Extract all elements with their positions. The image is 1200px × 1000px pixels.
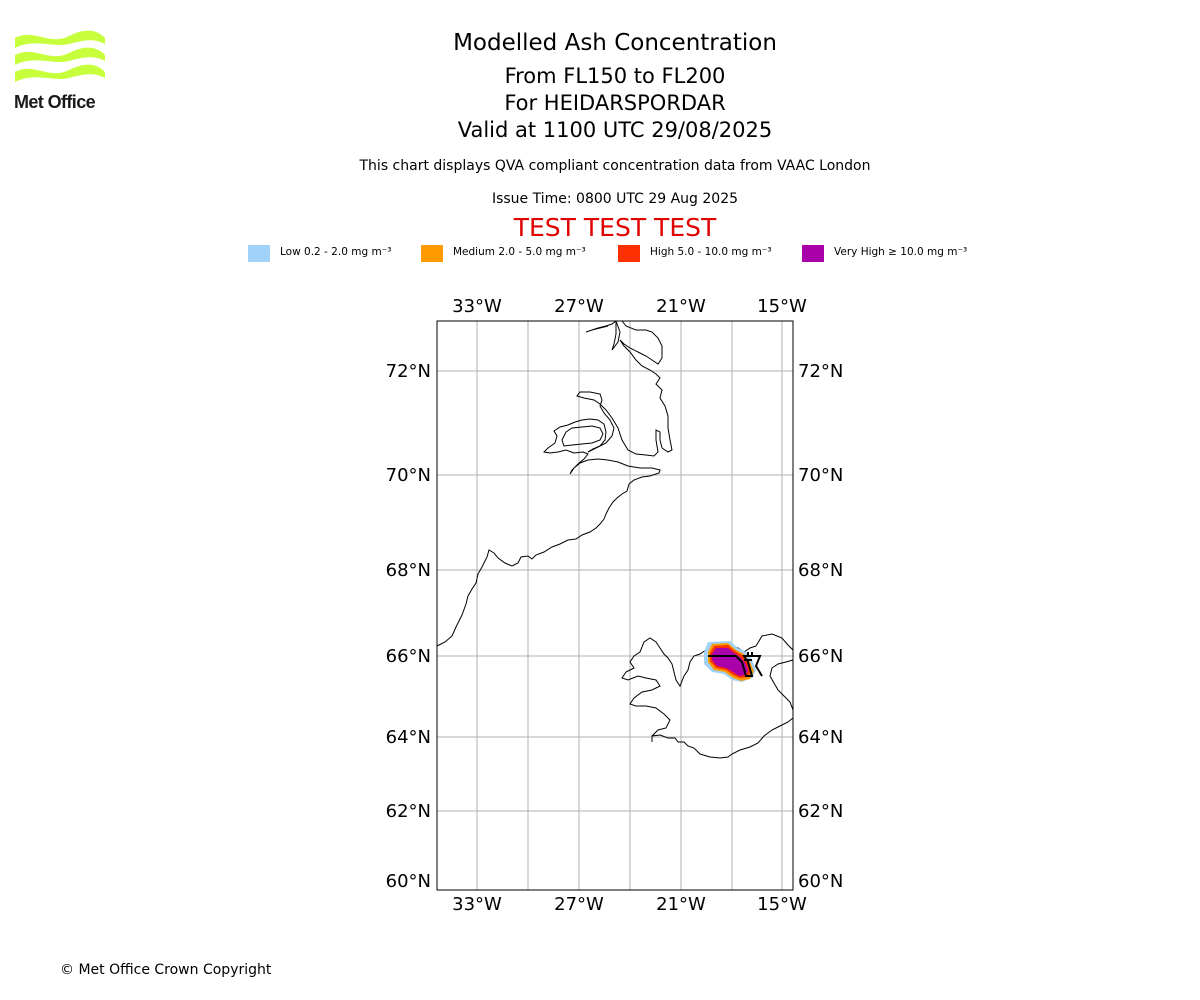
map-gridlines [437, 321, 793, 890]
greenland-fjord [561, 425, 604, 447]
greenland-inlet [611, 320, 621, 351]
lat-label-left-72n: 72°N [386, 361, 431, 382]
lon-label-top-27w: 27°W [554, 296, 604, 317]
legend-label-low: Low 0.2 - 2.0 mg m⁻³ [280, 246, 392, 258]
subtitle-valid-time: Valid at 1100 UTC 29/08/2025 [457, 118, 773, 142]
legend-label-medium: Medium 2.0 - 5.0 mg m⁻³ [453, 246, 586, 258]
lat-label-left-64n: 64°N [386, 727, 431, 748]
lon-label-bottom-33w: 33°W [452, 894, 502, 915]
lat-label-left-60n: 60°N [386, 871, 431, 892]
lon-label-bottom-15w: 15°W [757, 894, 807, 915]
met-office-logo-icon [15, 30, 105, 82]
legend-swatch-low [248, 245, 270, 262]
greenland-north-coast [576, 320, 673, 457]
legend-label-very-high: Very High ≥ 10.0 mg m⁻³ [834, 246, 968, 258]
lon-label-bottom-21w: 21°W [656, 894, 706, 915]
lat-label-left-66n: 66°N [386, 646, 431, 667]
latitude-labels-left: 72°N 70°N 68°N 66°N 64°N 62°N 60°N [386, 361, 431, 892]
copyright-notice: © Met Office Crown Copyright [60, 962, 272, 978]
subtitle-flight-levels: From FL150 to FL200 [504, 64, 726, 88]
lat-label-right-62n: 62°N [798, 801, 843, 822]
lat-label-right-60n: 60°N [798, 871, 843, 892]
lat-label-right-72n: 72°N [798, 361, 843, 382]
legend-swatch-high [618, 245, 640, 262]
lon-label-top-33w: 33°W [452, 296, 502, 317]
lat-label-right-66n: 66°N [798, 646, 843, 667]
legend-swatch-very-high [802, 245, 824, 262]
chart-subtitle: From FL150 to FL200 For HEIDARSPORDAR Va… [315, 63, 915, 144]
lat-label-left-62n: 62°N [386, 801, 431, 822]
lat-label-right-64n: 64°N [798, 727, 843, 748]
test-banner: TEST TEST TEST [513, 213, 717, 242]
greenland-northwest-coast [585, 320, 617, 333]
longitude-labels-top: 33°W 27°W 21°W 15°W [452, 296, 807, 317]
lat-label-left-68n: 68°N [386, 560, 431, 581]
lon-label-top-15w: 15°W [757, 296, 807, 317]
lat-label-left-70n: 70°N [386, 465, 431, 486]
lon-label-bottom-27w: 27°W [554, 894, 604, 915]
issue-time: Issue Time: 0800 UTC 29 Aug 2025 [491, 191, 739, 207]
chart-title: Modelled Ash Concentration [453, 30, 777, 56]
lon-label-top-21w: 21°W [656, 296, 706, 317]
lat-label-right-68n: 68°N [798, 560, 843, 581]
map-frame [436, 320, 794, 891]
volcano-marker-icon [708, 652, 763, 677]
subtitle-volcano: For HEIDARSPORDAR [504, 91, 726, 115]
legend-label-high: High 5.0 - 10.0 mg m⁻³ [650, 246, 772, 258]
lat-label-right-70n: 70°N [798, 465, 843, 486]
longitude-labels-bottom: 33°W 27°W 21°W 15°W [452, 894, 807, 915]
legend-swatch-medium [421, 245, 443, 262]
greenland-coastline [436, 418, 661, 647]
compliance-note: This chart displays QVA compliant concen… [359, 158, 871, 174]
coastlines [436, 320, 673, 647]
logo-wordmark: Met Office [14, 92, 96, 112]
latitude-labels-right: 72°N 70°N 68°N 66°N 64°N 62°N 60°N [798, 361, 843, 892]
